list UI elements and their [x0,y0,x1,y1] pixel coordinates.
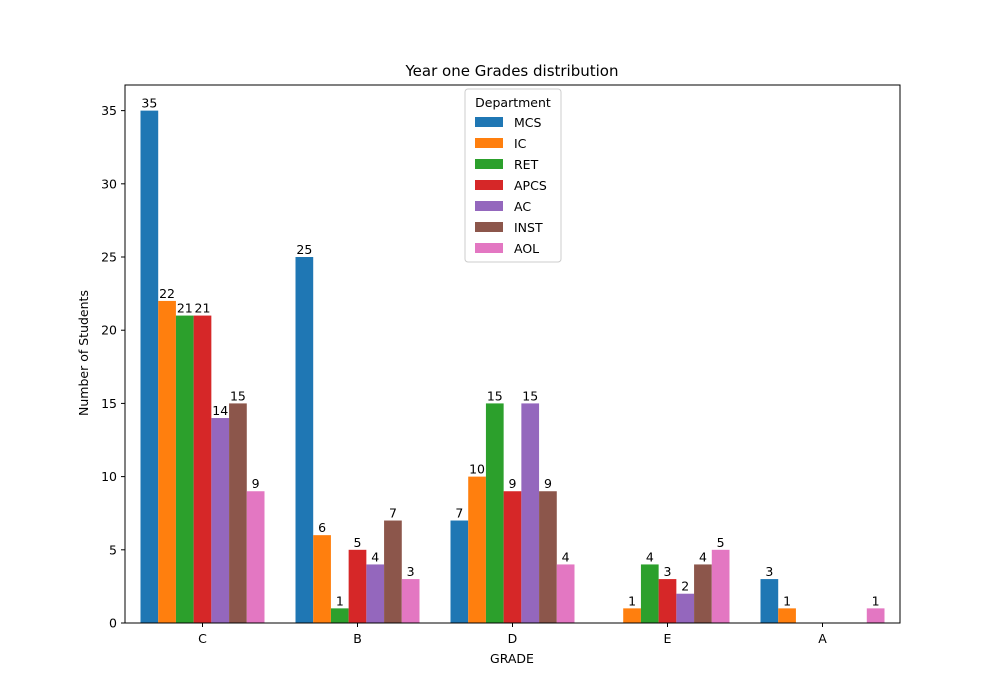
legend-entry-ic: IC [514,136,527,151]
bar-inst-b [384,520,402,623]
bar-apcs-e [658,579,677,623]
bar-ac-d [521,403,540,623]
bar-aol-e [711,549,730,623]
bar-data-label: 15 [230,388,246,403]
bar-aol-b [401,579,420,623]
bar-inst-c [229,403,247,623]
bar-data-label: 4 [371,549,379,564]
legend-swatch-ret [475,159,503,169]
bar-apcs-c [193,315,212,623]
bar-ic-c [158,300,176,623]
bar-mcs-c [140,110,159,624]
legend-title: Department [475,95,551,110]
bar-mcs-d [450,520,469,623]
bar-data-label: 22 [159,286,175,301]
bar-data-label: 25 [296,242,312,257]
x-tick-label: E [664,631,672,646]
legend-entry-ret: RET [514,157,539,172]
legend-swatch-aol [475,243,503,253]
bar-ac-c [211,418,230,623]
y-axis-title: Number of Students [76,290,91,416]
bar-ic-b [313,535,331,623]
bar-data-label: 3 [407,564,415,579]
bar-data-label: 9 [509,476,517,491]
x-tick-label: B [353,631,362,646]
legend-entry-aol: AOL [514,241,539,256]
bar-ret-d [485,403,504,623]
bar-ac-b [366,564,385,623]
bar-data-label: 4 [562,549,570,564]
x-axis-title: GRADE [490,651,534,666]
bar-data-label: 15 [522,388,538,403]
bar-data-label: 5 [717,535,725,550]
legend-swatch-ic [475,138,503,148]
legend-entry-mcs: MCS [514,115,542,130]
bar-data-label: 1 [336,593,344,608]
chart-title: Year one Grades distribution [404,62,618,80]
y-tick-label: 30 [101,176,117,191]
bar-ret-b [330,608,349,623]
bar-data-label: 4 [699,549,707,564]
y-tick-label: 10 [101,469,117,484]
bar-ic-a [778,608,796,623]
bar-data-label: 9 [252,476,260,491]
legend: Department MCS IC RET APCS AC INST AOL [464,88,562,263]
bar-data-label: 21 [195,301,211,316]
bar-inst-e [694,564,712,623]
legend-swatch-ac [475,201,503,211]
bar-data-label: 3 [765,564,773,579]
bar-mcs-b [295,257,314,623]
bar-ret-c [175,315,194,623]
y-tick-label: 5 [109,542,117,557]
bar-ic-e [623,608,641,623]
bar-inst-d [539,491,557,623]
bar-data-label: 6 [318,520,326,535]
bar-data-label: 1 [872,593,880,608]
bar-data-label: 1 [628,593,636,608]
bar-data-label: 9 [544,476,552,491]
bar-aol-a [866,608,885,623]
bar-data-label: 7 [455,506,463,521]
legend-entry-inst: INST [514,220,543,235]
bar-mcs-a [760,579,779,623]
legend-swatch-apcs [475,180,503,190]
y-tick-label: 35 [101,103,117,118]
legend-swatch-mcs [475,117,503,127]
bar-apcs-b [348,549,367,623]
x-tick-label: D [508,631,518,646]
legend-swatch-inst [475,222,503,232]
x-tick-label: A [818,631,827,646]
bar-aol-c [246,491,265,623]
y-tick-label: 20 [101,323,117,338]
bar-apcs-d [503,491,522,623]
bar-data-label: 21 [177,301,193,316]
bar-aol-d [556,564,575,623]
bar-ic-d [468,476,486,623]
x-tick-label: C [198,631,207,646]
bar-data-label: 5 [354,535,362,550]
bar-data-label: 2 [681,579,689,594]
bar-data-label: 3 [664,564,672,579]
bar-data-label: 4 [646,549,654,564]
legend-box [464,88,562,263]
bar-data-label: 15 [487,388,503,403]
bar-data-label: 35 [141,96,157,111]
y-tick-label: 15 [101,396,117,411]
bar-ac-e [676,593,695,623]
bar-data-label: 10 [469,462,485,477]
y-tick-label: 0 [109,616,117,631]
bar-data-label: 1 [783,593,791,608]
legend-entry-apcs: APCS [514,178,547,193]
legend-entry-ac: AC [514,199,531,214]
y-tick-label: 25 [101,250,117,265]
bar-ret-e [640,564,659,623]
bar-data-label: 14 [212,403,228,418]
plot-frame [124,84,901,624]
bar-data-label: 7 [389,506,397,521]
